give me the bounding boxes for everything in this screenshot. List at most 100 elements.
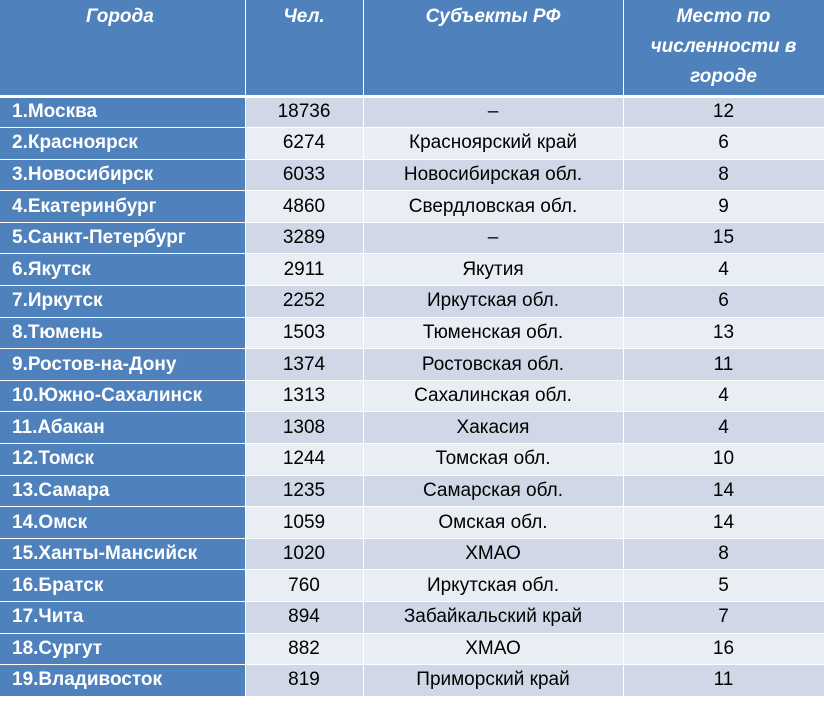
cell-rank: 11 <box>623 348 824 381</box>
table-row: 3.Новосибирск 6033 Новосибирская обл. 8 <box>0 159 824 192</box>
cell-people: 760 <box>245 569 364 602</box>
cell-subject: Тюменская обл. <box>363 317 624 350</box>
cell-city: 12.Томск <box>0 443 246 476</box>
table-row: 17.Чита 894 Забайкальский край 7 <box>0 601 824 634</box>
cell-subject: ХМАО <box>363 633 624 666</box>
table-row: 5.Санкт-Петербург 3289–15 <box>0 222 824 255</box>
cell-subject: Ростовская обл. <box>363 348 624 381</box>
cell-city: 19.Владивосток <box>0 664 246 697</box>
cell-rank: 14 <box>623 506 824 539</box>
cell-rank: 14 <box>623 475 824 508</box>
header-cities: Города <box>0 0 246 96</box>
cell-people: 2252 <box>245 285 364 318</box>
cell-subject: Забайкальский край <box>363 601 624 634</box>
cell-rank: 10 <box>623 443 824 476</box>
table-row: 15.Ханты-Мансийск 1020 ХМАО 8 <box>0 538 824 571</box>
cell-subject: Омская обл. <box>363 506 624 539</box>
cell-people: 18736 <box>245 96 364 129</box>
cell-people: 6274 <box>245 127 364 160</box>
cell-subject: ХМАО <box>363 538 624 571</box>
header-rank: Место по численности в городе <box>623 0 824 96</box>
cell-city: 1.Москва <box>0 96 246 129</box>
cell-subject: Томская обл. <box>363 443 624 476</box>
table-row: 4.Екатеринбург 4860 Свердловская обл. 9 <box>0 190 824 223</box>
table-row: 18.Сургут 882 ХМАО 16 <box>0 633 824 666</box>
table-row: 11.Абакан 1308 Хакасия 4 <box>0 411 824 445</box>
cell-people: 1020 <box>245 538 364 571</box>
cell-city: 9.Ростов-на-Дону <box>0 348 246 381</box>
cell-city: 8.Тюмень <box>0 317 246 350</box>
cell-city: 11.Абакан <box>0 411 246 445</box>
cell-city: 15.Ханты-Мансийск <box>0 538 246 571</box>
table-body: 1.Москва 18736–12 2.Красноярск 6274 Краснояр… <box>0 96 824 697</box>
cell-city: 5.Санкт-Петербург <box>0 222 246 255</box>
cell-people: 4860 <box>245 190 364 223</box>
cell-subject: Свердловская обл. <box>363 190 624 223</box>
cell-rank: 4 <box>623 253 824 287</box>
cell-subject: – <box>363 222 624 255</box>
cell-rank: 8 <box>623 159 824 192</box>
cell-subject: Красноярский край <box>363 127 624 160</box>
cell-subject: Иркутская обл. <box>363 569 624 602</box>
table-row: 1.Москва 18736–12 <box>0 96 824 129</box>
cell-rank: 6 <box>623 285 824 318</box>
cell-people: 1235 <box>245 475 364 508</box>
cell-rank: 4 <box>623 380 824 413</box>
cell-people: 3289 <box>245 222 364 255</box>
cell-city: 14.Омск <box>0 506 246 539</box>
cell-city: 3.Новосибирск <box>0 159 246 192</box>
table-row: 10.Южно-Сахалинск 1313 Сахалинская обл. 4 <box>0 380 824 413</box>
cell-city: 13.Самара <box>0 475 246 508</box>
cell-city: 7.Иркутск <box>0 285 246 318</box>
table-row: 12.Томск 1244 Томская обл. 10 <box>0 443 824 476</box>
cell-rank: 15 <box>623 222 824 255</box>
cell-subject: Хакасия <box>363 411 624 445</box>
cell-people: 1244 <box>245 443 364 476</box>
cell-city: 18.Сургут <box>0 633 246 666</box>
cell-city: 2.Красноярск <box>0 127 246 160</box>
cell-rank: 11 <box>623 664 824 697</box>
cell-rank: 6 <box>623 127 824 160</box>
table-row: 19.Владивосток 819 Приморский край 11 <box>0 664 824 697</box>
cell-city: 17.Чита <box>0 601 246 634</box>
cell-people: 6033 <box>245 159 364 192</box>
cell-subject: Самарская обл. <box>363 475 624 508</box>
header-people: Чел. <box>245 0 364 96</box>
header-subjects: Субъекты РФ <box>363 0 624 96</box>
cell-subject: Якутия <box>363 253 624 287</box>
table-row: 8.Тюмень 1503 Тюменская обл. 13 <box>0 317 824 350</box>
cell-subject: Сахалинская обл. <box>363 380 624 413</box>
cell-subject: Приморский край <box>363 664 624 697</box>
cell-people: 882 <box>245 633 364 666</box>
cell-people: 1059 <box>245 506 364 539</box>
cell-people: 1374 <box>245 348 364 381</box>
table-row: 9.Ростов-на-Дону 1374 Ростовская обл. 11 <box>0 348 824 381</box>
cell-city: 4.Екатеринбург <box>0 190 246 223</box>
table-row: 6.Якутск 2911 Якутия 4 <box>0 253 824 287</box>
cell-rank: 12 <box>623 96 824 129</box>
cities-table: Города Чел. Субъекты РФ Место по численн… <box>0 0 824 697</box>
table-row: 16.Братск 760 Иркутская обл. 5 <box>0 569 824 602</box>
cell-people: 1313 <box>245 380 364 413</box>
cell-city: 10.Южно-Сахалинск <box>0 380 246 413</box>
cell-rank: 7 <box>623 601 824 634</box>
cell-subject: Новосибирская обл. <box>363 159 624 192</box>
cell-people: 894 <box>245 601 364 634</box>
cell-rank: 8 <box>623 538 824 571</box>
header-row: Города Чел. Субъекты РФ Место по численн… <box>0 0 824 96</box>
table-row: 2.Красноярск 6274 Красноярский край 6 <box>0 127 824 160</box>
cell-subject: Иркутская обл. <box>363 285 624 318</box>
cell-city: 6.Якутск <box>0 253 246 287</box>
cell-people: 1308 <box>245 411 364 445</box>
cell-people: 819 <box>245 664 364 697</box>
cell-subject: – <box>363 96 624 129</box>
cell-rank: 16 <box>623 633 824 666</box>
table-row: 7.Иркутск 2252 Иркутская обл. 6 <box>0 285 824 318</box>
cell-rank: 5 <box>623 569 824 602</box>
cell-people: 2911 <box>245 253 364 287</box>
cell-city: 16.Братск <box>0 569 246 602</box>
table-row: 14.Омск 1059 Омская обл. 14 <box>0 506 824 539</box>
cell-rank: 9 <box>623 190 824 223</box>
cell-rank: 4 <box>623 411 824 445</box>
table-row: 13.Самара 1235 Самарская обл. 14 <box>0 475 824 508</box>
